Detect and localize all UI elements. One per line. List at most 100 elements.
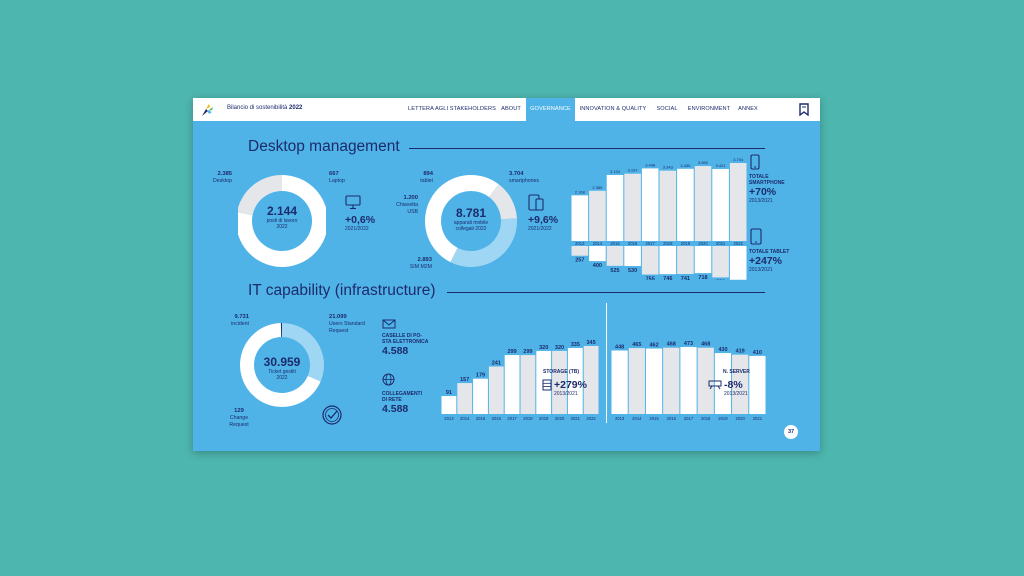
tablet-bar-label: 525 (610, 268, 619, 274)
nav-social[interactable]: SOCIAL (656, 106, 678, 112)
bar (567, 347, 583, 414)
desktop-label: 2.385 Desktop (213, 171, 233, 185)
smartphone-bar (641, 168, 659, 241)
nav-annex[interactable]: ANNEX (738, 106, 758, 112)
storage-bar-chart: 91 2013 157 2014 179 2015 241 2016 299 2017 299 201… (441, 340, 599, 421)
smartphone-bar-label: 3.430 (680, 163, 691, 168)
smartphone-bar-label: 3.421 (716, 163, 727, 168)
users-request-label: 21.099 Users Standard Request (329, 314, 366, 334)
donut-slice-users-standard-request (240, 323, 321, 407)
x-tick-label: 2019 (539, 416, 549, 421)
bar (645, 348, 663, 414)
usb-label: 1.200 Chiavetta USB (396, 195, 418, 215)
donut-slice-smartphones (425, 175, 471, 263)
nav-governance[interactable]: GOVERNANCE (526, 98, 575, 121)
envelope-icon (382, 319, 396, 329)
sim-label: 2.893 SIM M2M (409, 257, 432, 271)
x-tick-label: 2022 (734, 241, 744, 246)
donut-center (446, 196, 496, 246)
tablet-bar-label: 746 (663, 276, 672, 280)
bar-value-label: 335 (571, 342, 580, 348)
x-tick-label: 2015 (610, 241, 620, 246)
bar-value-label: 448 (615, 345, 624, 351)
donut-slice-laptop (238, 175, 282, 216)
tablet-bar (694, 246, 712, 274)
bar-value-label: 157 (460, 377, 469, 383)
x-tick-label: 2019 (681, 241, 691, 246)
tablet-bar (677, 246, 694, 274)
nav-innovation-quality[interactable]: INNOVATION & QUALITY (579, 106, 647, 112)
storage-icon (542, 379, 552, 391)
bar (732, 354, 749, 414)
x-tick-label: 2013 (575, 241, 585, 246)
bar (457, 383, 473, 414)
tablet-bar (712, 246, 729, 278)
tablet-bar-label: 257 (575, 258, 584, 264)
x-tick-label: 2016 (628, 241, 638, 246)
tickets-total: 30.959 Ticket gestiti 2022 (263, 355, 301, 382)
document-title: Bilancio di sostenibilità 2022 (227, 105, 303, 111)
x-tick-label: 2021 (716, 241, 726, 246)
bar-value-label: 473 (684, 341, 693, 347)
smartphone-bar (729, 163, 747, 241)
donut-slice-sim-m2m (450, 218, 517, 267)
nav-lettera-stakeholders[interactable]: LETTERA AGLI STAKEHOLDERS (408, 106, 496, 112)
smartphone-bar (659, 170, 677, 241)
smartphone-bar-label: 3.343 (663, 165, 674, 170)
bar (520, 355, 536, 414)
donut-slice-tablet (471, 175, 499, 198)
tablet-icon (750, 228, 762, 245)
bar (680, 346, 697, 414)
x-tick-label: 2016 (667, 416, 677, 421)
tablet-bar (729, 246, 747, 280)
storage-change: +279% 2013/2021 (554, 379, 587, 397)
server-kpi: N. SERVER (723, 369, 750, 375)
bar-value-label: 299 (523, 349, 532, 355)
smartphone-bar (712, 168, 729, 241)
bar (473, 378, 488, 414)
tickets-donut-chart (240, 323, 324, 407)
donut-center (257, 196, 307, 246)
x-tick-label: 2017 (507, 416, 517, 421)
donut-slice-chiavetta-usb (489, 184, 517, 220)
pcs-total: 2.144 posti di lavoro 2022 (266, 204, 298, 231)
donut-slice-change-request (280, 323, 282, 338)
bar (552, 350, 567, 414)
smartphone-bar (589, 190, 606, 241)
section-divider (447, 292, 765, 293)
bar (663, 347, 680, 414)
bar-value-label: 468 (701, 342, 710, 348)
bar-value-label: 241 (492, 360, 501, 366)
bar-value-label: 320 (555, 345, 564, 351)
x-tick-label: 2017 (646, 241, 656, 246)
donut-slice-desktop (238, 175, 326, 267)
x-tick-label: 2021 (571, 416, 581, 421)
bar (697, 347, 714, 414)
smartphone-bar (571, 195, 589, 241)
smartphone-bar-label: 3.560 (698, 160, 709, 165)
x-tick-label: 2013 (444, 416, 454, 421)
nav-environment[interactable]: ENVIRONMENT (687, 106, 731, 112)
x-tick-label: 2015 (649, 416, 659, 421)
nav-about[interactable]: ABOUT (501, 106, 521, 112)
smartphone-bar-label: 3.197 (628, 168, 639, 173)
smartphone-bar-label: 3.134 (610, 169, 621, 174)
smartphone-kpi: TOTALE SMARTPHONE +70% 2013/2021 (749, 174, 785, 204)
x-tick-label: 2016 (492, 416, 502, 421)
bookmark-icon[interactable] (799, 103, 809, 116)
smartphone-bar (606, 175, 624, 241)
smartphone-icon (750, 154, 760, 170)
bar-value-label: 91 (446, 390, 452, 396)
tablet-kpi: TOTALE TABLET +247% 2013/2021 (749, 249, 790, 273)
bar-value-label: 465 (632, 342, 641, 348)
globe-icon (382, 373, 395, 386)
storage-kpi: STORAGE (TB) (543, 369, 580, 375)
bar (749, 355, 766, 414)
mobile-change: +9,6% 2021/2022 (528, 214, 559, 232)
devices-bar-chart: 2.168 257 2013 2.385 400 2014 3.134 525 2015 3.19… (571, 158, 747, 280)
x-tick-label: 2014 (632, 416, 642, 421)
chart-separator (606, 303, 607, 423)
tablet-bar-label: 530 (628, 268, 637, 274)
check-badge-icon (322, 405, 342, 425)
network-kpi: COLLEGAMENTI DI RETE 4.588 (382, 391, 422, 415)
